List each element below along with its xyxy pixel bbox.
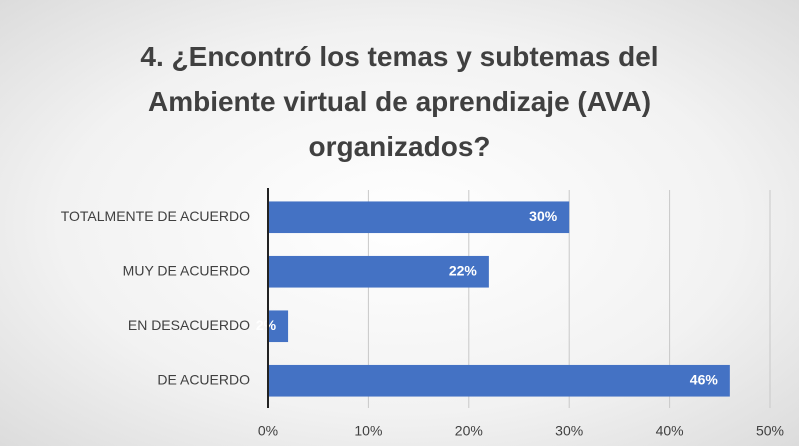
bar (268, 310, 289, 343)
bar (268, 255, 489, 288)
bar (268, 201, 570, 234)
y-tick-label: MUY DE ACUERDO (123, 262, 250, 278)
data-label: 22% (449, 262, 478, 278)
x-tick-label: 10% (354, 423, 382, 439)
y-tick-label: TOTALMENTE DE ACUERDO (61, 208, 250, 224)
bar (268, 364, 730, 397)
x-tick-label: 40% (656, 423, 684, 439)
data-label: 2% (256, 317, 277, 333)
data-label: 30% (529, 208, 558, 224)
chart-title: 4. ¿Encontró los temas y subtemas del Am… (140, 41, 659, 162)
y-tick-label: DE ACUERDO (157, 371, 250, 387)
data-label: 46% (690, 371, 719, 387)
x-tick-label: 0% (258, 423, 278, 439)
x-tick-label: 50% (756, 423, 784, 439)
x-tick-label: 20% (455, 423, 483, 439)
x-tick-label: 30% (555, 423, 583, 439)
y-tick-label: EN DESACUERDO (128, 317, 250, 333)
